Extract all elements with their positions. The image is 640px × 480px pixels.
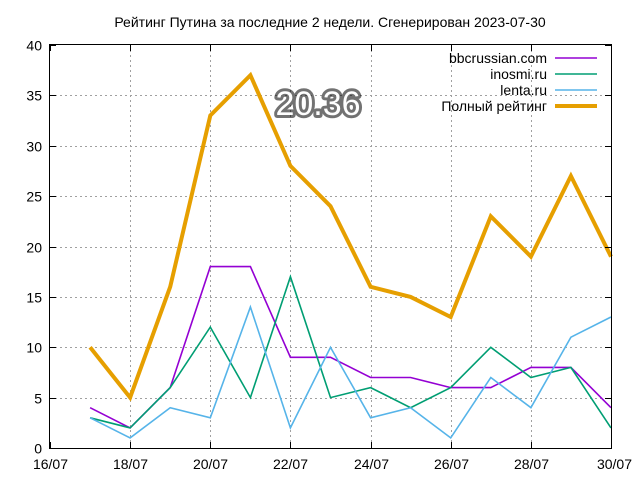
- axis-ticks: 0 5 10 15 20 25 30 35 40 16/07 18/07 20/07 22/07 24/0…: [26, 38, 632, 473]
- x-tick-label: 20/07: [193, 456, 228, 472]
- x-tick-label: 30/07: [597, 456, 632, 472]
- series-line-2: [89, 274, 612, 429]
- y-tick-label: 10: [26, 340, 42, 356]
- y-tick-label: 15: [26, 290, 42, 306]
- y-tick-label: 5: [34, 391, 42, 407]
- legend-label: Полный рейтинг: [441, 98, 547, 114]
- series-line-1: [89, 265, 612, 429]
- y-tick-label: 30: [26, 139, 42, 155]
- legend-label: bbcrussian.com: [449, 50, 547, 66]
- y-tick-label: 0: [34, 441, 42, 457]
- rating-annotation-shadow: 20.36: [275, 85, 360, 123]
- y-tick-label: 25: [26, 189, 42, 205]
- y-tick-label: 35: [26, 88, 42, 104]
- plot-frame: [49, 44, 612, 449]
- chart-title: Рейтинг Путина за последние 2 недели. Сг…: [114, 14, 546, 30]
- x-tick-label: 22/07: [273, 456, 308, 472]
- rating-annotation: 20.36: [275, 85, 360, 123]
- legend-label: inosmi.ru: [490, 66, 547, 82]
- series-line-4: [88, 71, 613, 402]
- legend-label: lenta.ru: [500, 82, 547, 98]
- series-lines: [88, 71, 613, 440]
- series-line-3: [89, 304, 612, 440]
- y-tick-label: 20: [26, 240, 42, 256]
- y-tick-label: 40: [26, 38, 42, 54]
- x-tick-label: 26/07: [434, 456, 469, 472]
- x-tick-label: 24/07: [354, 456, 389, 472]
- x-tick-label: 28/07: [514, 456, 549, 472]
- x-tick-label: 16/07: [33, 456, 68, 472]
- x-tick-label: 18/07: [113, 456, 148, 472]
